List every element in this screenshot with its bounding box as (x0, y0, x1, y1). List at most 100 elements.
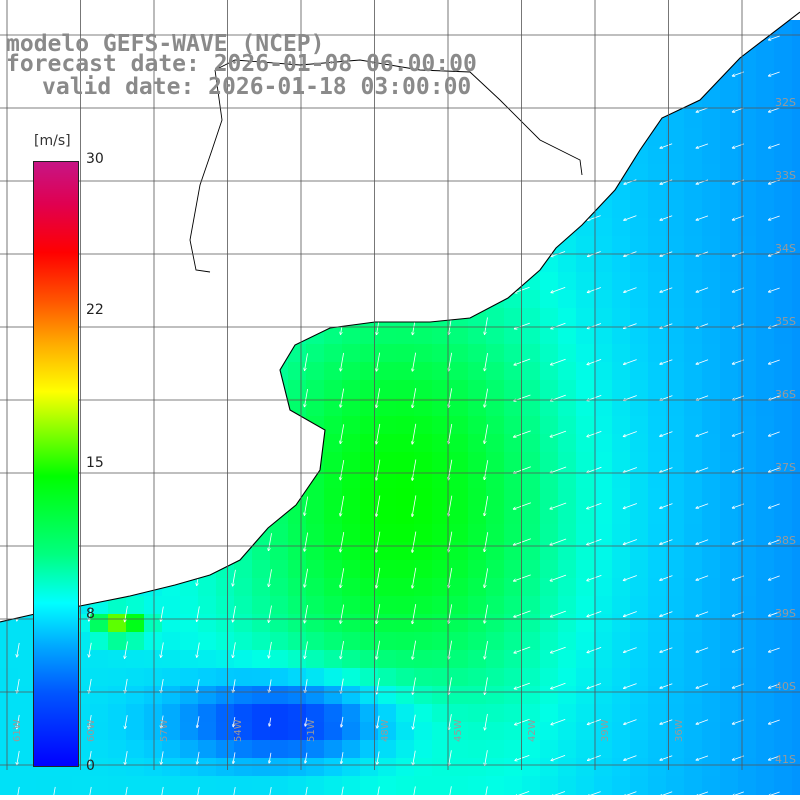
wind-arrow (376, 567, 381, 588)
wind-cell (270, 722, 289, 741)
wind-cell (738, 146, 757, 165)
wind-cell (630, 704, 649, 723)
wind-cell (522, 686, 541, 705)
wind-arrow (768, 683, 780, 688)
wind-arrow (161, 679, 164, 693)
wind-cell (432, 362, 451, 381)
wind-cell (378, 650, 397, 669)
wind-cell (756, 308, 775, 327)
wind-cell (288, 776, 307, 795)
wind-cell (648, 380, 667, 399)
wind-cell (558, 560, 577, 579)
wind-arrow (623, 647, 637, 653)
wind-arrow (412, 423, 417, 444)
wind-cell (108, 650, 127, 669)
wind-cell (270, 650, 289, 669)
longitude-label: 54W (232, 719, 244, 742)
wind-cell (450, 704, 469, 723)
wind-arrow (233, 752, 236, 763)
colorbar-tick-30: 30 (86, 151, 104, 167)
wind-cell (594, 686, 613, 705)
wind-cell (720, 164, 739, 183)
wind-cell (702, 632, 721, 651)
wind-cell (162, 650, 181, 669)
wind-cell (738, 362, 757, 381)
wind-cell (234, 614, 253, 633)
wind-cell (414, 632, 433, 651)
wind-cell (684, 110, 703, 129)
wind-cell (738, 452, 757, 471)
wind-cell (702, 92, 721, 111)
wind-arrow (696, 359, 709, 364)
wind-cell (756, 380, 775, 399)
wind-cell (702, 524, 721, 543)
wind-cell (774, 470, 793, 489)
wind-cell (198, 668, 217, 687)
wind-cell (162, 740, 181, 759)
wind-cell (522, 776, 541, 795)
wind-cell (702, 740, 721, 759)
wind-cell (594, 254, 613, 273)
wind-arrow (660, 539, 673, 545)
wind-cell (612, 200, 631, 219)
wind-cell (378, 326, 397, 345)
wind-cell (738, 776, 757, 795)
wind-cell (612, 290, 631, 309)
wind-cell (378, 506, 397, 525)
wind-cell (558, 434, 577, 453)
wind-cell (612, 416, 631, 435)
wind-arrow (551, 755, 566, 760)
wind-cell (576, 362, 595, 381)
wind-arrow (197, 716, 200, 727)
wind-cell (360, 650, 379, 669)
wind-cell (450, 668, 469, 687)
wind-cell (630, 290, 649, 309)
wind-cell (378, 686, 397, 705)
wind-cell (738, 578, 757, 597)
wind-arrow (233, 679, 236, 692)
wind-cell (378, 470, 397, 489)
wind-arrow (550, 430, 567, 437)
wind-cell (522, 560, 541, 579)
wind-cell (558, 272, 577, 291)
wind-cell (378, 740, 397, 759)
wind-cell (396, 578, 415, 597)
wind-cell (414, 776, 433, 795)
wind-arrow (268, 533, 272, 551)
wind-cell (324, 632, 343, 651)
wind-cell (594, 308, 613, 327)
wind-arrow (124, 641, 128, 658)
wind-cell (414, 326, 433, 345)
wind-cell (594, 362, 613, 381)
wind-cell (342, 758, 361, 777)
wind-cell (738, 668, 757, 687)
colorbar-tick-15: 15 (86, 455, 104, 471)
wind-cell (522, 326, 541, 345)
wind-arrow (587, 719, 601, 725)
wind-cell (666, 758, 685, 777)
wind-cell (702, 560, 721, 579)
wind-cell (774, 722, 793, 741)
wind-cell (162, 668, 181, 687)
wind-cell (270, 524, 289, 543)
wind-cell (684, 236, 703, 255)
wind-arrow (551, 718, 566, 724)
wind-arrow (515, 791, 530, 796)
wind-cell (144, 776, 163, 795)
wind-cell (198, 740, 217, 759)
wind-cell (324, 704, 343, 723)
wind-cell (378, 722, 397, 741)
wind-cell (306, 578, 325, 597)
wind-cell (468, 578, 487, 597)
wind-cell (198, 776, 217, 795)
wind-cell (648, 290, 667, 309)
wind-cell (108, 704, 127, 723)
wind-cell (504, 668, 523, 687)
wind-cell (486, 704, 505, 723)
wind-arrow (412, 388, 417, 408)
wind-cell (702, 146, 721, 165)
wind-cell (558, 578, 577, 597)
wind-cell (738, 506, 757, 525)
wind-cell (684, 272, 703, 291)
